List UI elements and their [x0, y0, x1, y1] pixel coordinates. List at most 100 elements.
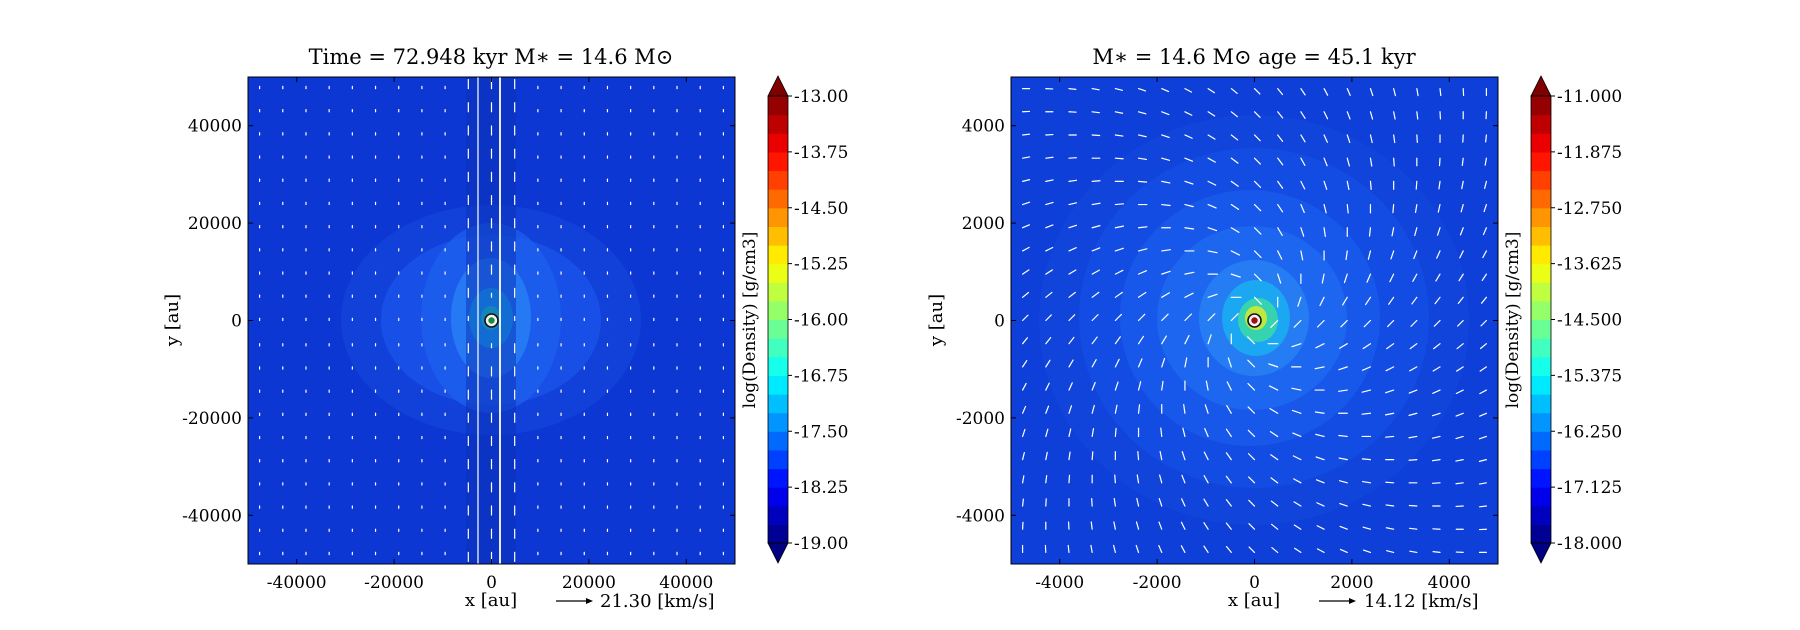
velocity-arrow [1300, 87, 1306, 96]
velocity-arrow [1204, 427, 1209, 438]
velocity-arrow [1319, 296, 1325, 307]
velocity-arrow [1225, 452, 1232, 461]
colorbar-segment [1531, 170, 1551, 190]
x-tick-label: -40000 [267, 573, 327, 593]
velocity-arrow [1068, 382, 1073, 391]
velocity-arrow [1184, 292, 1194, 298]
velocity-arrow [1137, 313, 1146, 322]
velocity-arrow [1408, 412, 1418, 416]
velocity-arrow [1409, 343, 1418, 350]
velocity-arrow [1361, 366, 1372, 371]
velocity-arrow [1436, 250, 1441, 259]
velocity-arrow [1323, 111, 1329, 120]
velocity-arrow [1268, 363, 1279, 368]
velocity-arrow [1369, 134, 1373, 144]
velocity-arrow [1159, 474, 1163, 484]
velocity-arrow [1338, 343, 1348, 349]
velocity-arrow [1478, 459, 1488, 462]
velocity-arrow [1184, 203, 1194, 208]
velocity-arrow [1361, 458, 1372, 461]
velocity-arrow [1323, 87, 1329, 96]
velocity-arrow [1159, 450, 1163, 461]
colorbar-segment [768, 226, 788, 246]
velocity-arrow [1184, 227, 1195, 230]
velocity-arrow [1021, 498, 1024, 507]
velocity-arrow [1181, 498, 1186, 507]
velocity-arrow [1323, 157, 1328, 167]
velocity-arrow [1338, 457, 1348, 461]
velocity-arrow [1409, 366, 1418, 372]
velocity-arrow [1021, 291, 1030, 298]
velocity-arrow [1416, 87, 1419, 97]
colorbar-tick-label: -15.25 [794, 255, 848, 275]
velocity-arrow [1479, 366, 1488, 372]
x-tick-label: 4000 [1428, 573, 1471, 593]
velocity-arrow [1021, 452, 1025, 461]
velocity-arrow [1315, 456, 1325, 461]
velocity-arrow [1461, 180, 1464, 190]
velocity-arrow [1277, 273, 1282, 284]
x-tick-label: -4000 [1035, 573, 1084, 593]
velocity-arrow [1045, 405, 1050, 414]
velocity-arrow [1230, 250, 1241, 256]
velocity-arrow [1248, 476, 1256, 484]
velocity-arrow [1271, 546, 1279, 554]
velocity-arrow [1269, 408, 1279, 414]
velocity-arrow [1291, 409, 1302, 414]
velocity-arrow [1461, 157, 1464, 166]
right-colorbar-ticks: -11.000 -11.875 -12.750 -13.625 -14.500 -15.3… [1551, 87, 1622, 554]
velocity-arrow [1293, 319, 1302, 328]
velocity-arrow [1436, 227, 1441, 236]
velocity-arrow [1091, 269, 1100, 275]
colorbar-segment [768, 468, 788, 488]
velocity-arrow [1158, 497, 1163, 507]
velocity-arrow [1253, 273, 1262, 282]
y-tick-label: -40000 [182, 506, 242, 526]
velocity-arrow [1385, 504, 1395, 507]
y-tick-label: 4000 [962, 117, 1005, 137]
colorbar-segment [1531, 133, 1551, 153]
y-tick-label: 2000 [962, 214, 1005, 234]
colorbar-extend-min [767, 542, 789, 564]
velocity-arrow [1161, 87, 1170, 93]
velocity-arrow [1203, 545, 1209, 554]
velocity-arrow [1292, 455, 1302, 461]
velocity-arrow [1339, 548, 1348, 554]
velocity-arrow [1230, 227, 1240, 233]
velocity-arrow [1225, 545, 1232, 554]
right-quiver-key-label: 14.12 [km/s] [1364, 591, 1479, 612]
velocity-arrow [1114, 225, 1125, 229]
velocity-arrow [1316, 525, 1325, 530]
velocity-arrow [1455, 389, 1464, 395]
velocity-arrow [1183, 403, 1186, 414]
colorbar-segment [1531, 468, 1551, 488]
velocity-arrow [1323, 180, 1328, 190]
velocity-arrow [1385, 389, 1395, 394]
velocity-arrow [1068, 247, 1077, 252]
colorbar-segment [768, 151, 788, 172]
velocity-arrow [1268, 385, 1279, 391]
velocity-arrow [1300, 250, 1304, 261]
colorbar-segment [1531, 282, 1551, 302]
velocity-arrow [1114, 313, 1122, 322]
x-tick-label: -20000 [364, 573, 424, 593]
velocity-arrow [1161, 380, 1164, 391]
velocity-arrow [1045, 269, 1053, 275]
velocity-arrow [1068, 336, 1075, 345]
velocity-arrow [1479, 389, 1488, 395]
colorbar-segment [768, 338, 788, 358]
velocity-arrow [1091, 314, 1099, 322]
velocity-arrow [1045, 156, 1054, 159]
velocity-arrow [1045, 179, 1054, 182]
velocity-arrow [1291, 387, 1302, 391]
velocity-arrow [1270, 454, 1279, 461]
velocity-arrow [1114, 474, 1116, 484]
velocity-arrow [1068, 291, 1076, 298]
velocity-arrow [1455, 482, 1464, 485]
velocity-arrow [1067, 544, 1070, 554]
right-panel-title: M∗ = 14.6 M⊙ age = 45.1 kyr [1092, 45, 1416, 69]
velocity-arrow [1409, 550, 1418, 554]
velocity-arrow [1184, 111, 1193, 116]
velocity-arrow [1484, 180, 1488, 189]
velocity-arrow [1161, 270, 1171, 275]
